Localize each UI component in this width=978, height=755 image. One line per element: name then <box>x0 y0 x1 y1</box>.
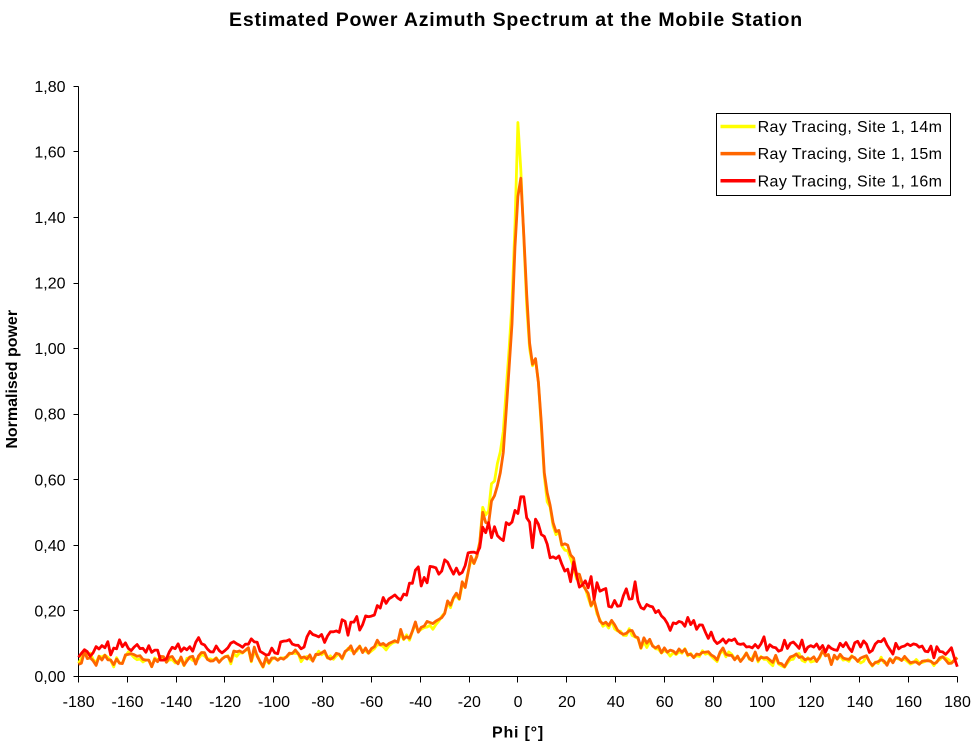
svg-text:1,20: 1,20 <box>34 276 65 293</box>
svg-text:-60: -60 <box>360 694 383 711</box>
svg-text:Normalised power: Normalised power <box>4 310 21 449</box>
svg-text:120: 120 <box>798 694 825 711</box>
svg-text:Phi [°]: Phi [°] <box>492 725 544 742</box>
svg-text:-160: -160 <box>111 694 143 711</box>
svg-text:0,60: 0,60 <box>34 472 65 489</box>
svg-text:-20: -20 <box>458 694 481 711</box>
svg-text:160: 160 <box>895 694 922 711</box>
svg-text:-80: -80 <box>311 694 334 711</box>
svg-text:-120: -120 <box>209 694 241 711</box>
svg-text:0,20: 0,20 <box>34 603 65 620</box>
svg-text:60: 60 <box>656 694 674 711</box>
svg-text:1,80: 1,80 <box>34 79 65 96</box>
svg-text:0,40: 0,40 <box>34 538 65 555</box>
svg-text:0,80: 0,80 <box>34 407 65 424</box>
svg-text:-40: -40 <box>409 694 432 711</box>
svg-text:Ray Tracing, Site 1, 14m: Ray Tracing, Site 1, 14m <box>758 119 943 136</box>
svg-text:0: 0 <box>514 694 523 711</box>
svg-text:Ray Tracing, Site 1, 16m: Ray Tracing, Site 1, 16m <box>758 173 943 190</box>
svg-text:140: 140 <box>847 694 874 711</box>
svg-text:1,00: 1,00 <box>34 341 65 358</box>
svg-text:0,00: 0,00 <box>34 669 65 686</box>
svg-text:Estimated Power Azimuth Spectr: Estimated Power Azimuth Spectrum at the … <box>229 9 803 31</box>
svg-text:-100: -100 <box>258 694 290 711</box>
svg-text:-140: -140 <box>160 694 192 711</box>
svg-text:1,60: 1,60 <box>34 145 65 162</box>
svg-text:40: 40 <box>607 694 625 711</box>
svg-text:100: 100 <box>749 694 776 711</box>
svg-text:-180: -180 <box>63 694 95 711</box>
svg-text:Ray Tracing, Site 1, 15m: Ray Tracing, Site 1, 15m <box>758 146 943 163</box>
svg-text:20: 20 <box>558 694 576 711</box>
svg-text:180: 180 <box>944 694 971 711</box>
svg-text:1,40: 1,40 <box>34 210 65 227</box>
svg-text:80: 80 <box>705 694 723 711</box>
